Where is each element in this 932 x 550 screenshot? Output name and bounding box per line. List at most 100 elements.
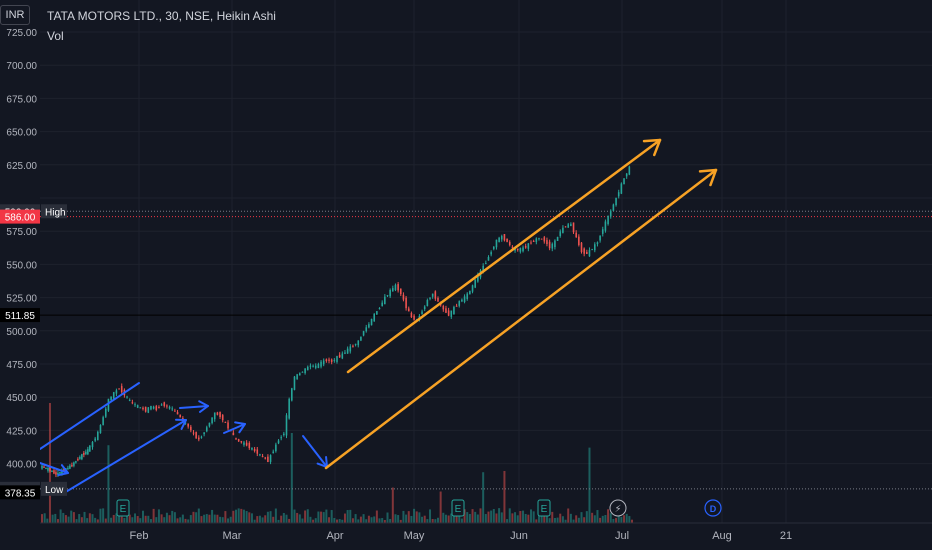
volume-bar: [460, 518, 463, 523]
price-label-box: [0, 209, 40, 224]
price-label-box: [0, 485, 40, 500]
volume-bar: [317, 511, 320, 523]
volume-bar: [615, 518, 618, 523]
volume-bar: [391, 487, 394, 523]
y-tick-label: 650.00: [6, 128, 37, 139]
candle-body: [264, 457, 267, 459]
candle-body: [477, 275, 479, 282]
candle-body: [410, 313, 413, 318]
candle-body: [384, 296, 386, 305]
volume-bar: [96, 519, 99, 523]
candle-body: [75, 461, 77, 463]
dividend-marker-label: D: [710, 504, 717, 514]
candle-body: [155, 406, 158, 410]
candle-body: [389, 289, 391, 297]
candle-body: [330, 359, 333, 362]
candle-body: [49, 467, 51, 472]
y-tick-label: 725.00: [6, 28, 37, 39]
candle-body: [67, 467, 69, 469]
volume-bar: [375, 510, 378, 523]
y-tick-label: 400.00: [6, 460, 37, 471]
candle-body: [102, 417, 104, 425]
volume-bar: [118, 511, 121, 523]
volume-bar: [336, 519, 338, 523]
volume-bar: [556, 517, 559, 523]
candle-body: [99, 425, 102, 434]
candle-body: [538, 238, 540, 240]
candle-body: [89, 445, 91, 452]
volume-bar: [282, 512, 285, 523]
volume-bar: [264, 515, 267, 523]
volume-bar: [176, 518, 179, 523]
candle-body: [514, 248, 516, 251]
candle-body: [57, 472, 59, 475]
volume-bar: [447, 515, 450, 523]
volume-bar: [78, 514, 81, 523]
volume-bar: [535, 519, 538, 523]
currency-button[interactable]: INR: [0, 5, 30, 25]
volume-histogram: [41, 403, 633, 523]
candle-body: [397, 284, 399, 291]
volume-bar: [131, 517, 134, 523]
volume-bar: [203, 514, 206, 523]
candle-body: [97, 431, 99, 441]
blue-arrow-head: [234, 421, 246, 434]
candle-body: [235, 438, 237, 440]
volume-bar: [102, 508, 105, 523]
volume-bar: [593, 515, 596, 523]
volume-bar: [463, 509, 466, 523]
candle-body: [198, 437, 200, 440]
volume-bar: [575, 515, 578, 523]
candle-body: [224, 421, 227, 423]
volume-bar: [524, 513, 527, 523]
volume-bar: [163, 517, 166, 523]
volume-bar: [232, 510, 235, 523]
candle-body: [269, 455, 272, 462]
candle-body: [540, 238, 543, 240]
volume-bar: [70, 510, 73, 523]
candle-body: [399, 288, 402, 295]
volume-bar: [187, 519, 190, 523]
candle-body: [243, 442, 245, 445]
volume-bar: [290, 433, 293, 523]
volume-bar: [373, 516, 376, 523]
volume-bar: [468, 514, 471, 523]
candle-body: [601, 229, 604, 234]
candle-body: [118, 388, 120, 390]
candle-body: [564, 226, 567, 228]
candle-body: [85, 451, 87, 454]
volume-bar: [325, 509, 328, 523]
candle-body: [516, 248, 519, 251]
candle-body: [139, 407, 142, 409]
volume-bar: [240, 508, 243, 523]
volume-bar: [413, 508, 416, 523]
volume-bar: [351, 518, 354, 523]
volume-bar: [490, 510, 493, 523]
volume-bar: [83, 511, 86, 523]
blue-arrow: [179, 405, 209, 409]
earnings-marker-label: E: [120, 504, 127, 515]
candle-body: [163, 402, 166, 406]
candle-body: [604, 221, 607, 231]
x-tick-label: Feb: [130, 530, 149, 542]
y-tick-label: 525.00: [6, 294, 37, 305]
volume-bar: [136, 516, 139, 523]
candle-body: [336, 356, 338, 362]
candle-body: [272, 451, 275, 454]
volume-bar: [152, 508, 155, 523]
candle-body: [365, 327, 368, 332]
candle-body: [503, 234, 506, 241]
orange-channel-arrow-upper-head: [642, 138, 662, 157]
volume-bar: [304, 510, 307, 523]
volume-bar: [333, 517, 336, 523]
candle-body: [524, 246, 527, 248]
candle-body: [490, 252, 492, 255]
volume-bar: [426, 519, 429, 523]
orange-channel-arrow-lower: [324, 168, 718, 470]
earnings-marker: [116, 499, 130, 517]
blue-arrow: [302, 435, 328, 468]
candle-body: [612, 204, 615, 211]
